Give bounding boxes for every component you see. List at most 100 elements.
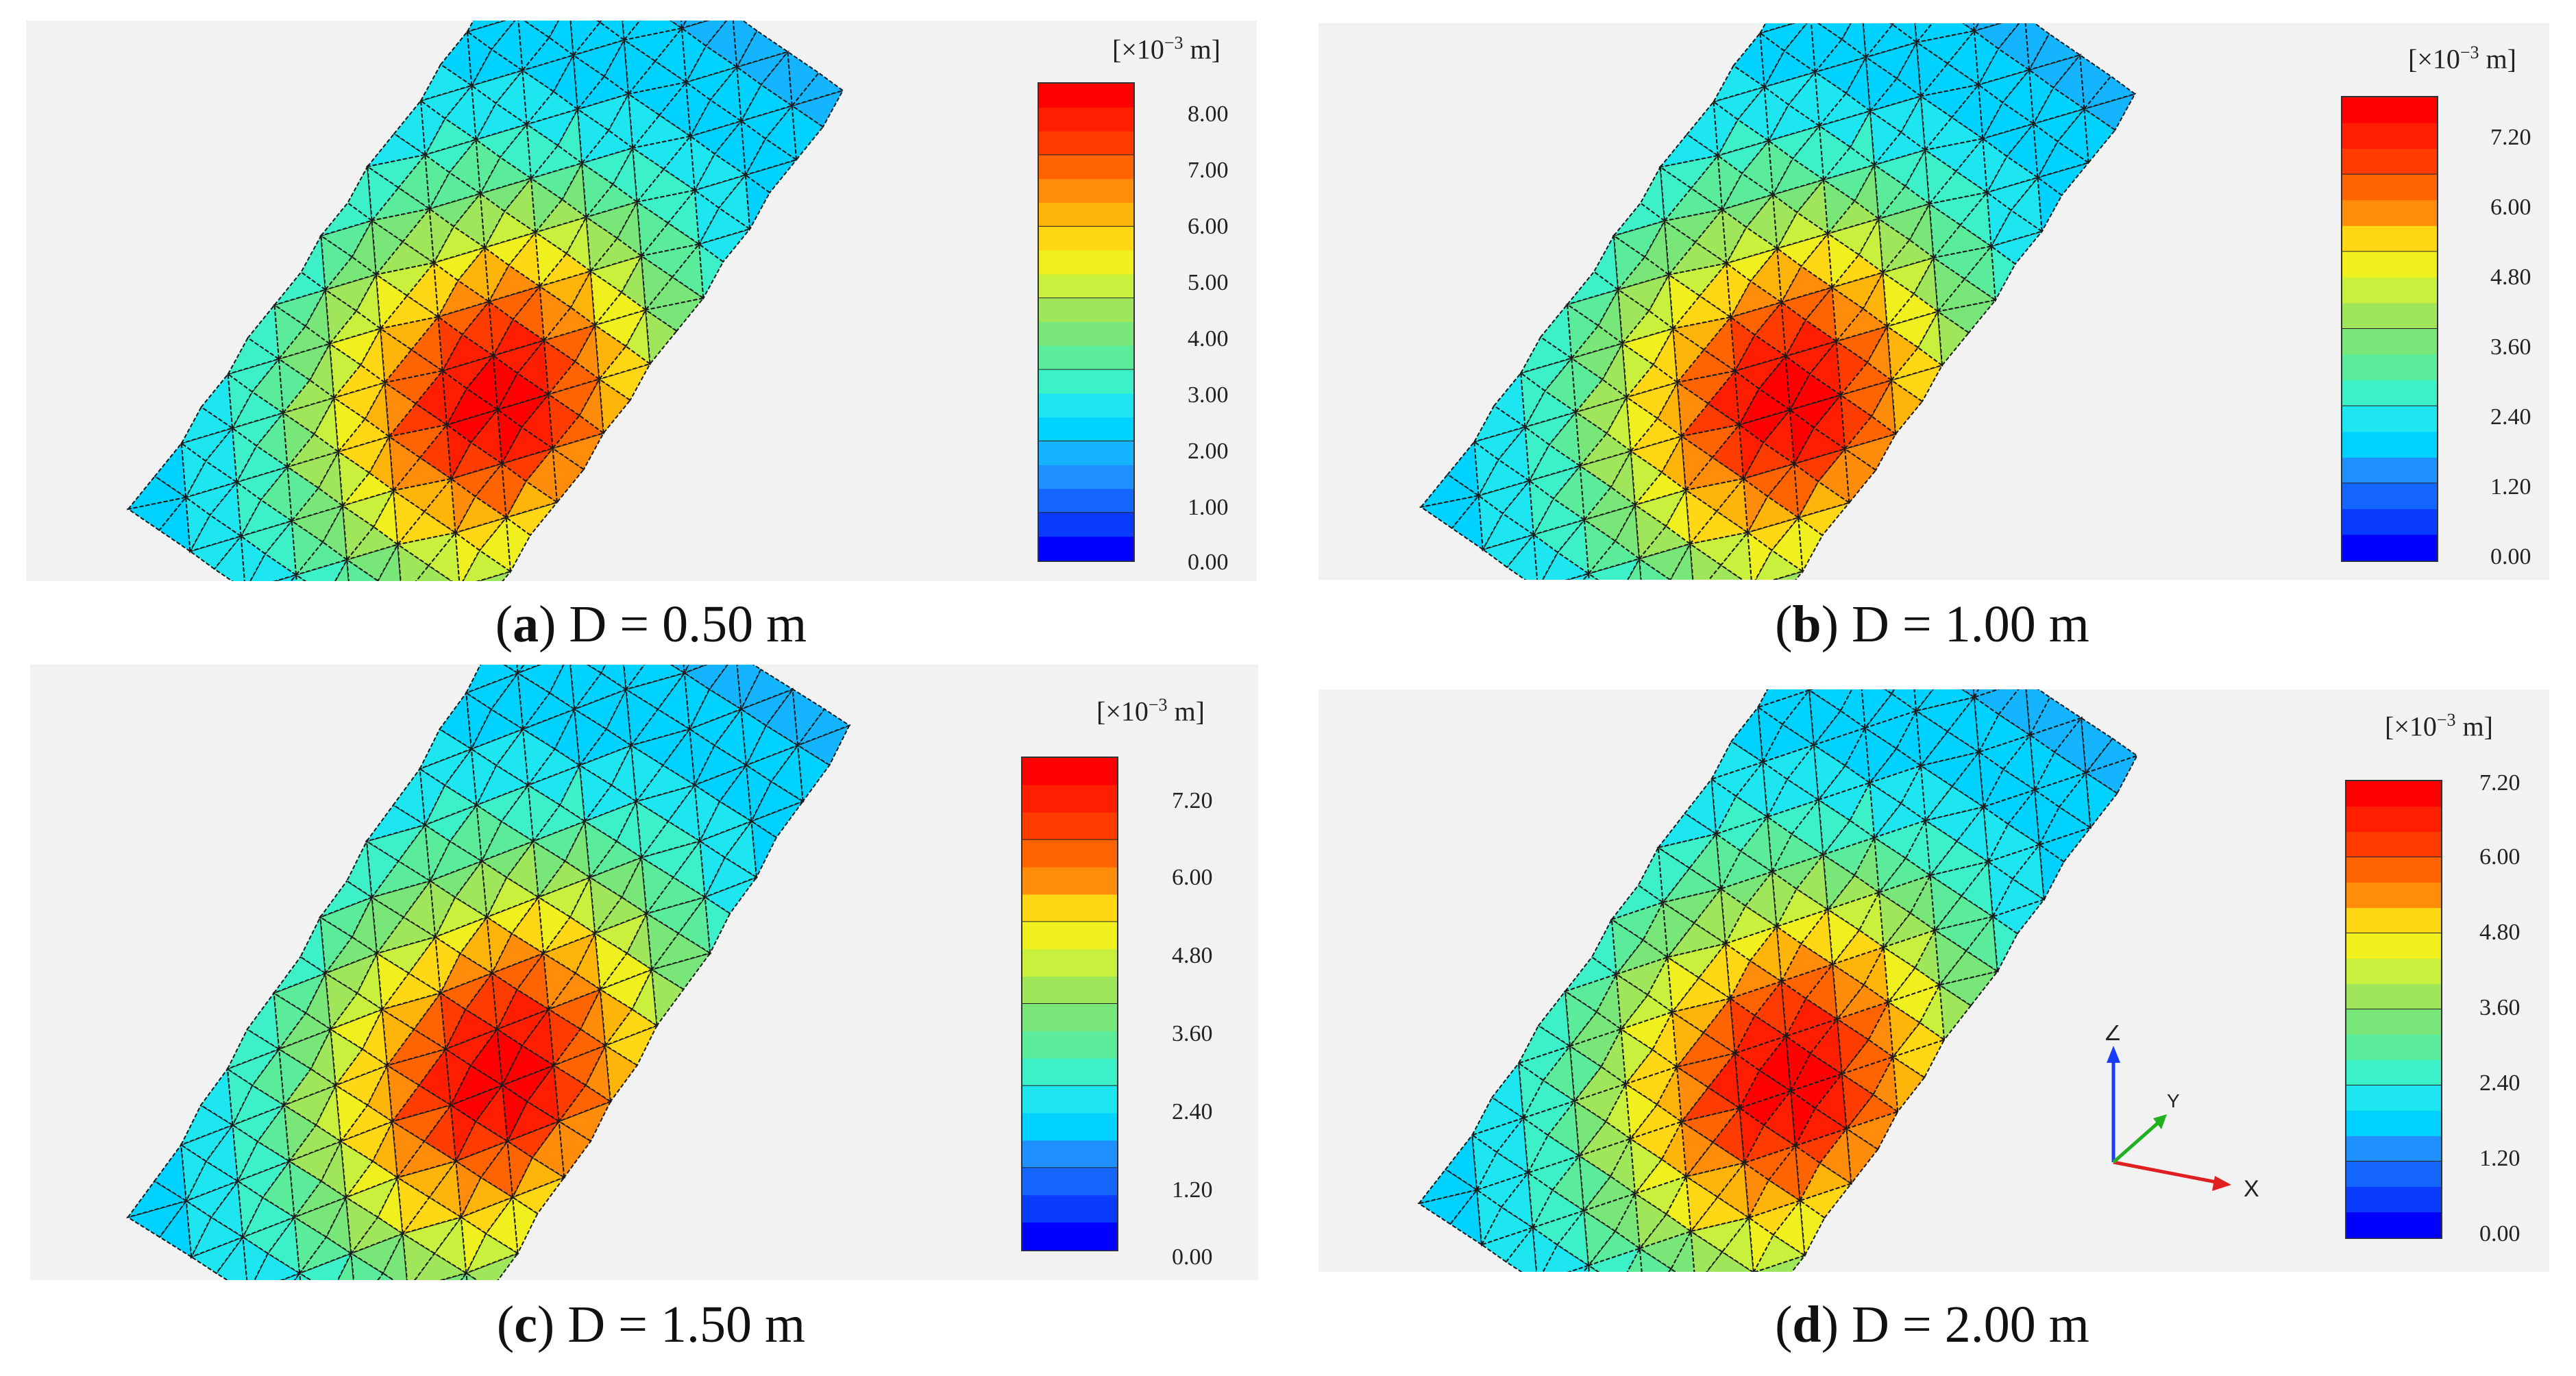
mesh-element — [1639, 164, 1666, 223]
mesh-element — [1821, 163, 1876, 202]
mesh-element — [523, 21, 560, 39]
panel-c-image: [×10−3 m] 7.20 6.00 4.80 3.60 2.40 1.20 … — [30, 665, 1258, 1280]
mesh-element — [1667, 262, 1728, 297]
mesh-element — [1710, 740, 1765, 781]
mesh-element — [378, 315, 440, 351]
panel-b-tick: 4.80 — [2490, 265, 2531, 290]
mesh-element — [1680, 423, 1741, 458]
mesh-element — [126, 1199, 188, 1238]
panel-c-tick: 7.20 — [1172, 788, 1213, 813]
legend-swatch — [1022, 839, 1117, 868]
mesh-element — [287, 1124, 343, 1163]
mesh-element — [490, 671, 524, 730]
mesh-element — [397, 822, 431, 883]
mesh-element — [1827, 232, 1860, 289]
mesh-element — [1817, 798, 1851, 857]
mesh-element — [569, 21, 601, 58]
mesh-element — [375, 935, 437, 974]
mesh-element — [1419, 473, 1481, 508]
mesh-element — [1586, 557, 1641, 580]
mesh-element — [639, 839, 702, 879]
panel-b-tick: 0.00 — [2490, 544, 2531, 569]
mesh-element — [1989, 209, 2044, 247]
mesh-element — [500, 1064, 556, 1103]
mesh-element — [1633, 489, 1688, 528]
legend-swatch — [2346, 1162, 2441, 1188]
mesh-element — [693, 763, 748, 802]
mesh-element — [1919, 764, 1954, 822]
mesh-element — [428, 1159, 463, 1219]
mesh-element — [1708, 564, 1744, 580]
mesh-element — [402, 879, 437, 939]
mesh-element — [1663, 208, 1724, 243]
mesh-element — [391, 478, 453, 513]
mesh-element — [407, 935, 441, 994]
mesh-element — [391, 1103, 453, 1142]
mesh-element — [1884, 689, 1895, 695]
legend-swatch — [1039, 393, 1133, 418]
mesh-element — [765, 687, 799, 747]
mesh-element — [1675, 1052, 1737, 1089]
mesh-element — [1671, 1010, 1705, 1069]
legend-swatch — [1022, 1195, 1117, 1223]
mesh-element — [239, 498, 294, 537]
mesh-element — [635, 783, 697, 822]
mesh-element — [680, 21, 710, 29]
mesh-element — [1832, 963, 1865, 1021]
mesh-element — [1909, 201, 1935, 260]
mesh-element — [1658, 133, 1720, 169]
mesh-element — [1626, 395, 1659, 453]
mesh-element — [770, 743, 804, 803]
mesh-element — [261, 1159, 295, 1219]
mesh-element — [1827, 908, 1861, 966]
mesh-element — [639, 243, 701, 278]
legend-swatch — [1039, 203, 1133, 228]
mesh-element — [1419, 494, 1481, 530]
mesh-element — [1882, 271, 1915, 328]
mesh-element — [199, 1067, 234, 1127]
mesh-element — [623, 38, 657, 96]
mesh-element — [188, 514, 243, 553]
panel-a-tick: 3.00 — [1188, 382, 1229, 408]
mesh-element — [1665, 487, 1691, 545]
mesh-element — [552, 1028, 607, 1067]
mesh-element — [1665, 942, 1728, 979]
mesh-element — [339, 1104, 394, 1143]
mesh-element — [1712, 64, 1767, 103]
mesh-element — [546, 972, 602, 1011]
legend-swatch — [1022, 1140, 1117, 1168]
mesh-element — [1939, 983, 1972, 1042]
mesh-element — [1656, 833, 1718, 870]
mesh-element — [635, 188, 697, 224]
mesh-element — [1630, 1137, 1663, 1196]
legend-swatch — [1039, 465, 1133, 490]
mesh-element — [1881, 256, 1935, 295]
mesh-element — [556, 1084, 613, 1123]
legend-swatch — [2346, 908, 2441, 934]
mesh-element — [1869, 109, 1902, 167]
panel-b-legend-title: [×10−3 m] — [2408, 42, 2516, 75]
mesh-element — [1915, 29, 1976, 64]
mesh-element — [382, 369, 445, 405]
legend-swatch — [2346, 883, 2441, 909]
mesh-element — [2085, 771, 2118, 830]
mesh-element — [703, 875, 759, 915]
mesh-element — [1767, 103, 1821, 142]
mesh-element — [158, 1199, 193, 1259]
mesh-element — [428, 859, 484, 898]
mesh-element — [1612, 234, 1646, 292]
mesh-element — [292, 1180, 348, 1219]
mesh-element — [454, 1140, 510, 1179]
mesh-element — [505, 839, 539, 899]
mesh-element — [423, 1103, 457, 1163]
panel-b-legend-bar — [2341, 96, 2438, 562]
mesh-element — [582, 784, 638, 823]
mesh-element — [586, 665, 606, 674]
mesh-element — [739, 687, 795, 727]
mesh-element — [1826, 217, 1880, 256]
mesh-element — [483, 210, 537, 249]
mesh-element — [246, 991, 280, 1051]
mesh-element — [736, 665, 762, 712]
legend-swatch — [2342, 406, 2437, 432]
z-axis-label: Z — [2105, 1025, 2120, 1046]
